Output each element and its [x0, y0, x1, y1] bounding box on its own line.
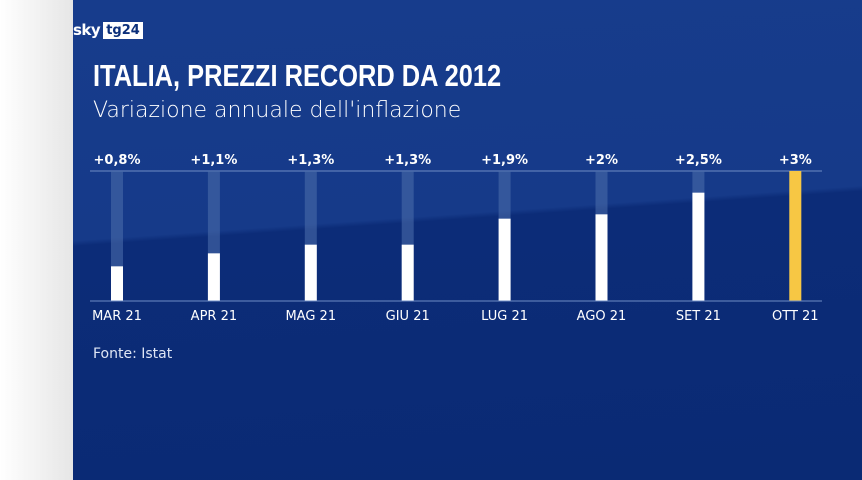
sky-tg24-logo: sky tg24	[73, 21, 143, 39]
bar	[595, 214, 608, 301]
data-label: +1,3%	[287, 153, 334, 168]
chart-title: ITALIA, PREZZI RECORD DA 2012	[93, 58, 502, 93]
data-label: +3%	[779, 153, 812, 168]
bar	[111, 266, 123, 301]
logo-tg24: tg24	[103, 21, 143, 39]
bar	[304, 244, 317, 301]
left-panel	[0, 0, 73, 480]
x-tick-label: MAR 21	[92, 309, 142, 324]
source-note: Fonte: Istat	[93, 346, 173, 362]
bar	[207, 253, 220, 301]
logo-sky: sky	[73, 21, 101, 39]
data-label: +0,8%	[94, 153, 141, 168]
bar	[789, 171, 802, 301]
x-tick-label: OTT 21	[772, 309, 819, 324]
x-tick-label: SET 21	[676, 309, 721, 324]
bar	[498, 218, 511, 301]
chart-subtitle: Variazione annuale dell'inflazione	[93, 98, 462, 123]
data-label: +2%	[585, 153, 618, 168]
x-tick-label: MAG 21	[285, 309, 336, 324]
x-tick-label: AGO 21	[577, 309, 627, 324]
bar	[401, 244, 414, 301]
data-label: +1,9%	[481, 153, 528, 168]
chart-background	[73, 0, 862, 480]
x-tick-label: APR 21	[191, 309, 237, 324]
x-tick-label: LUG 21	[481, 309, 528, 324]
bar	[692, 192, 705, 301]
data-label: +1,1%	[190, 153, 237, 168]
x-tick-label: GIU 21	[386, 309, 430, 324]
data-label: +2,5%	[675, 153, 722, 168]
data-label: +1,3%	[384, 153, 431, 168]
